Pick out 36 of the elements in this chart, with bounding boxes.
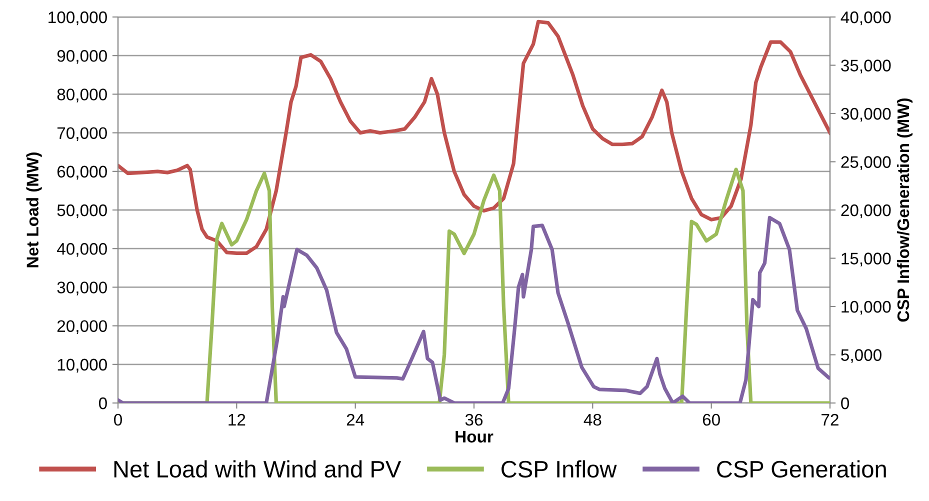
y-tick-label: 0 [98,397,107,410]
y-tick-label: 70,000 [57,127,107,141]
legend-label: Net Load with Wind and PV [114,460,402,478]
x-tick-label: 24 [346,414,364,426]
legend-label: CSP Inflow [502,460,617,478]
y2-tick-label: 5,000 [841,349,882,363]
y-tick-label: 20,000 [57,320,107,334]
x-tick-label: 0 [114,414,122,426]
y2-axis-title: CSP Inflow/Generation (MW) [896,98,912,322]
y-tick-label: 30,000 [57,282,107,296]
y-tick-label: 90,000 [57,50,107,64]
y-tick-label: 100,000 [48,11,107,26]
y2-tick-label: 10,000 [842,300,891,315]
y2-tick-label: 0 [841,397,850,410]
y-tick-label: 50,000 [57,204,107,218]
y-tick-label: 80,000 [57,88,107,102]
x-tick-label: 72 [822,414,838,426]
legend-label: CSP Generation [717,460,886,478]
x-tick-label: 48 [584,414,602,426]
x-axis-title: Hour [456,430,494,443]
x-tick-label: 12 [228,414,246,426]
y2-tick-label: 20,000 [841,204,891,218]
y-tick-label: 60,000 [57,166,107,180]
line-series [118,216,830,403]
y2-tick-label: 15,000 [842,252,891,266]
x-tick-label: 36 [465,414,483,426]
line-series [118,168,830,403]
y-tick-label: 40,000 [56,243,107,257]
y2-tick-label: 30,000 [841,108,891,122]
y-axis-title: Net Load (MW) [26,152,42,268]
line-series [118,20,830,256]
y-tick-label: 10,000 [58,358,107,373]
y2-tick-label: 25,000 [841,156,891,170]
y2-tick-label: 35,000 [841,60,891,74]
x-tick-label: 60 [702,414,720,426]
y2-tick-label: 40,000 [840,11,891,26]
